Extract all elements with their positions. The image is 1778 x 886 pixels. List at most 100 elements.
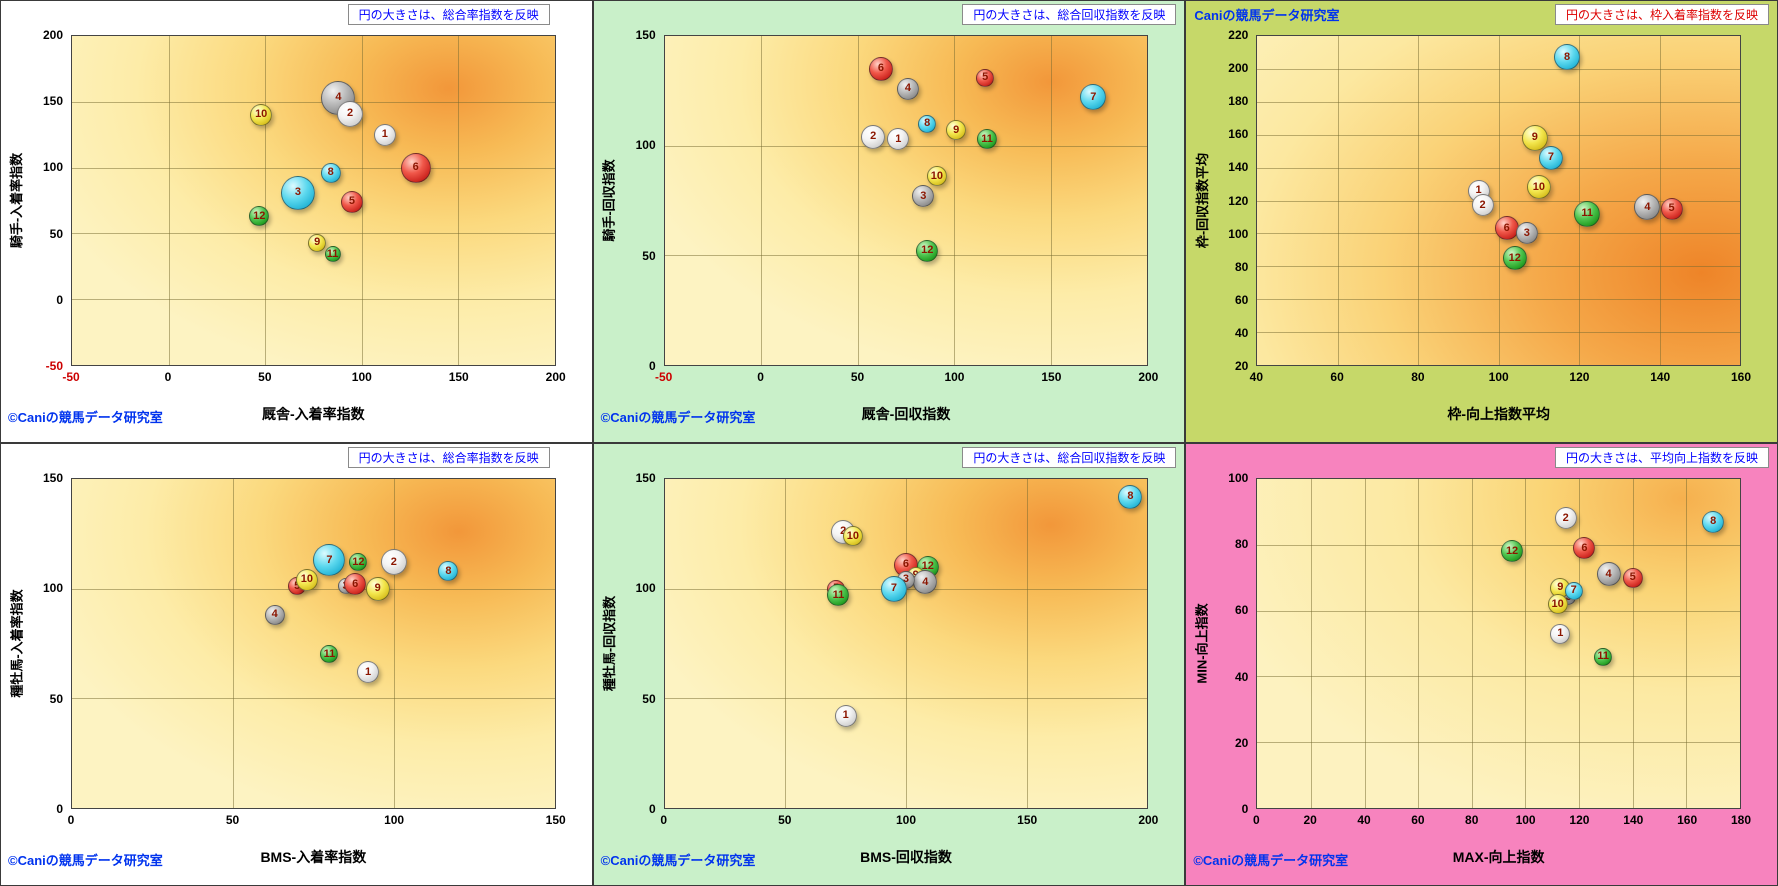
bubble-number: 2	[870, 130, 877, 143]
bubble-size-note: 円の大きさは、平均向上指数を反映	[1554, 447, 1769, 468]
x-tick-150: 150	[448, 370, 469, 384]
x-tick-60: 60	[1411, 813, 1425, 827]
bubble-size-note: 円の大きさは、総合率指数を反映	[347, 4, 550, 25]
x-tick-0: 0	[1252, 813, 1260, 827]
bubble-horse-4: 4	[913, 570, 938, 595]
bubble-horse-7: 7	[1564, 581, 1583, 600]
y-tick-40: 40	[1234, 325, 1249, 340]
plot-area: 821061294375111	[663, 478, 1149, 809]
x-tick-80: 80	[1411, 370, 1425, 384]
bubble-number: 5	[348, 195, 355, 208]
gridline-horizontal	[1257, 742, 1740, 744]
gridline-vertical	[265, 36, 267, 365]
gridline-horizontal	[1257, 68, 1740, 70]
bubble-horse-7: 7	[1538, 145, 1563, 170]
bubble-horse-10: 10	[1547, 594, 1568, 615]
bubble-horse-11: 11	[977, 129, 998, 150]
gridline-horizontal	[664, 698, 1148, 700]
y-tick-0: 0	[648, 802, 656, 816]
x-tick-0: 0	[660, 813, 667, 827]
bubble-number: 9	[1557, 581, 1564, 594]
bubble-horse-1: 1	[357, 661, 380, 683]
y-tick-100: 100	[1228, 226, 1249, 241]
x-axis-ticks: 0 50 100 150	[67, 811, 566, 829]
bubble-number: 4	[1605, 567, 1612, 580]
bubble-horse-5: 5	[340, 190, 363, 213]
panel-frame-return-vs-frame-improve: Caniの競馬データ研究室 円の大きさは、枠入着率指数を反映 枠-回収指数平均 …	[1186, 1, 1777, 442]
y-tick-220: 220	[1228, 28, 1249, 42]
bubble-horse-2: 2	[337, 100, 363, 127]
bubble-number: 7	[1570, 584, 1577, 597]
bubble-horse-1: 1	[834, 704, 857, 727]
bubble-number: 6	[1503, 221, 1510, 234]
x-axis-title: BMS-回収指数	[860, 849, 952, 865]
gridline-vertical	[905, 479, 907, 808]
y-tick-60: 60	[1234, 292, 1249, 307]
bubble-number: 8	[1563, 50, 1571, 63]
bubble-number: 9	[314, 236, 321, 249]
y-tick-100: 100	[42, 160, 63, 175]
y-tick-0: 0	[56, 802, 63, 816]
y-tick-80: 80	[1234, 259, 1249, 274]
bubble-horse-12: 12	[916, 239, 939, 262]
bubble-number: 1	[381, 128, 388, 141]
bubble-number: 3	[920, 189, 927, 202]
bubble-horse-8: 8	[918, 114, 937, 133]
gridline-horizontal	[1257, 299, 1740, 301]
x-axis-ticks: -50 0 50 100 150 200	[655, 368, 1158, 386]
x-tick-100: 100	[1488, 370, 1509, 384]
y-axis-ticks: -50 0 50 100 150 200	[1, 28, 67, 373]
bubble-number: 7	[1547, 151, 1555, 164]
bubble-number: 2	[1479, 198, 1486, 211]
plot-area: 6 4 5 7 2 1 8 9 11 10 3 12	[663, 35, 1149, 366]
bubble-number: 8	[1710, 515, 1717, 528]
gridline-horizontal	[1257, 676, 1740, 678]
x-axis-ticks: 0 50 100 150 200	[660, 811, 1158, 829]
y-tick-150: 150	[635, 471, 656, 485]
gridline-horizontal	[1257, 544, 1740, 546]
gridline-vertical	[1686, 479, 1688, 808]
bubble-number: 5	[982, 71, 989, 84]
y-tick-150: 150	[42, 94, 63, 109]
y-tick-50: 50	[642, 248, 656, 263]
gridline-horizontal	[72, 299, 555, 301]
y-tick-120: 120	[1228, 193, 1249, 208]
gridline-vertical	[1579, 479, 1581, 808]
gridline-horizontal	[72, 588, 555, 590]
bubble-number: 1	[1475, 184, 1482, 197]
x-axis-ticks: 40 60 80 100 120 140 160	[1250, 368, 1751, 386]
panel-min-improve-vs-max-improve: 円の大きさは、平均向上指数を反映 MIN-向上指数 28126453971011…	[1186, 444, 1777, 885]
y-tick-150: 150	[635, 28, 656, 42]
x-tick-50: 50	[258, 370, 272, 384]
bubble-horse-11: 11	[827, 584, 850, 607]
bubble-horse-8: 8	[1118, 484, 1143, 509]
bubble-number: 10	[255, 108, 268, 121]
bubble-number: 12	[1508, 251, 1521, 264]
bubble-number: 4	[922, 575, 929, 588]
gridline-horizontal	[1257, 200, 1740, 202]
bubble-horse-7: 7	[313, 544, 346, 577]
bubble-horse-7: 7	[880, 575, 907, 602]
y-tick-200: 200	[1228, 61, 1249, 76]
gridline-horizontal	[664, 255, 1148, 257]
bubble-number: 6	[877, 62, 884, 75]
gridline-horizontal	[1257, 167, 1740, 169]
y-tick-100: 100	[635, 581, 656, 596]
bubble-horse-2: 2	[1554, 507, 1577, 530]
x-tick-40: 40	[1249, 370, 1264, 384]
bubble-number: 9	[1531, 131, 1538, 144]
bubble-number: 6	[902, 558, 910, 571]
bubble-horse-12: 12	[349, 553, 368, 572]
gridline-horizontal	[72, 698, 555, 700]
bubble-number: 4	[335, 91, 342, 104]
bubble-number: 9	[953, 123, 960, 136]
bubble-number: 7	[1090, 90, 1097, 103]
x-axis-title: MAX-向上指数	[1452, 849, 1545, 865]
x-axis-title: 厩舎-入着率指数	[261, 406, 365, 422]
x-tick-0: 0	[67, 813, 75, 827]
bubble-horse-8: 8	[320, 162, 341, 183]
y-axis-ticks: 0 50 100 150	[1, 471, 67, 816]
x-axis-title: 枠-向上指数平均	[1447, 406, 1550, 422]
gridline-vertical	[458, 36, 460, 365]
bubble-horse-10: 10	[842, 526, 863, 547]
